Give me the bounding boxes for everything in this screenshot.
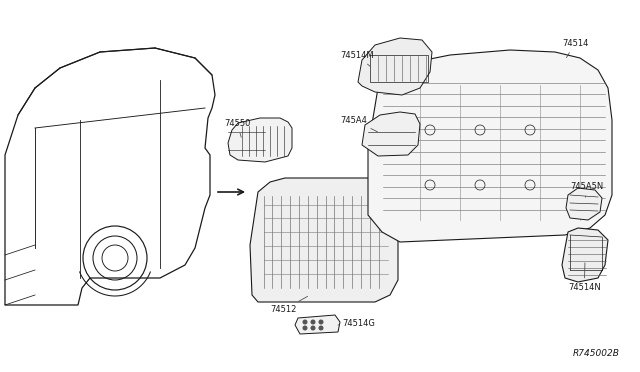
Text: 745A5N: 745A5N	[570, 182, 604, 197]
Text: 74514G: 74514G	[338, 318, 375, 327]
Polygon shape	[358, 38, 432, 95]
Circle shape	[311, 320, 315, 324]
Circle shape	[311, 326, 315, 330]
Circle shape	[319, 326, 323, 330]
Polygon shape	[250, 178, 398, 302]
Polygon shape	[368, 50, 612, 242]
Text: 74514N: 74514N	[568, 263, 601, 292]
Polygon shape	[228, 118, 292, 162]
Text: 74514: 74514	[562, 38, 588, 58]
Polygon shape	[562, 228, 608, 282]
Circle shape	[319, 320, 323, 324]
Text: 74514M: 74514M	[340, 51, 374, 66]
Polygon shape	[295, 315, 340, 334]
Text: 745A4: 745A4	[340, 115, 378, 132]
Circle shape	[303, 320, 307, 324]
Polygon shape	[566, 188, 602, 220]
Text: R745002B: R745002B	[573, 349, 620, 358]
Text: 74512: 74512	[270, 296, 308, 314]
Circle shape	[303, 326, 307, 330]
Polygon shape	[362, 112, 420, 156]
Text: 74550: 74550	[224, 119, 250, 137]
